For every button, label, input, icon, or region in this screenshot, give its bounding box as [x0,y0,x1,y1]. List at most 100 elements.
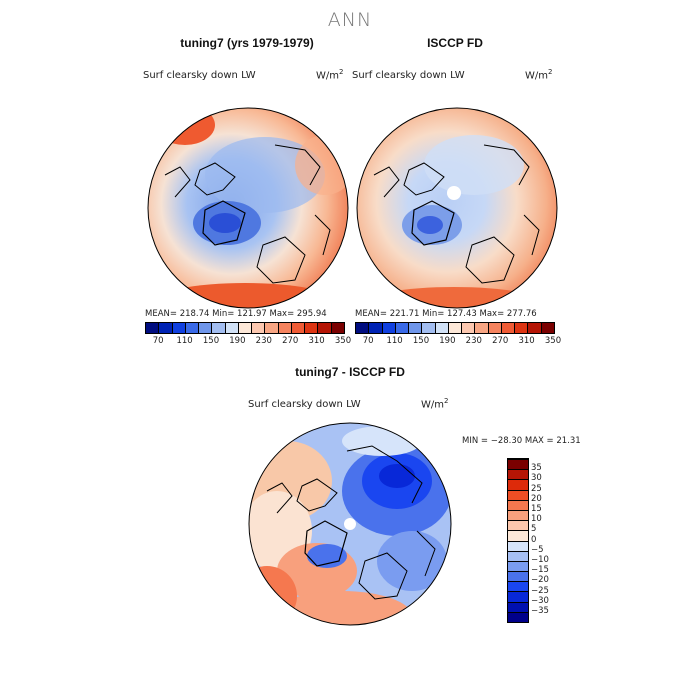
panel1-colorbar-swatch [159,323,173,333]
panel1-colorbar-swatch [252,323,266,333]
panel3-colorbar [507,458,529,623]
panel1-colorbar-tick-label: 350 [334,336,352,346]
panel2-colorbar-swatch [501,323,516,333]
panel1-colorbar-tick-label: 70 [152,336,164,346]
panel2-colorbar-swatch [528,323,542,333]
panel3-colorbar-tick-label: −35 [531,606,549,616]
panel3-colorbar-tick-label: −5 [531,544,544,555]
panel3-colorbar-swatch [508,479,528,490]
panel1-colorbar-tick-label: 270 [282,336,299,346]
panel3-colorbar-tick-label: −10 [531,555,549,565]
panel2-colorbar-swatch [369,323,383,333]
panel3-colorbar-swatch [508,591,528,602]
panel2-colorbar-tick-label: 70 [362,336,374,346]
panel2-colorbar-swatch [422,323,436,333]
panel1-colorbar-tick-label: 230 [255,336,272,346]
panel1-colorbar-swatch [291,323,306,333]
panel2-colorbar [355,322,555,334]
panel3-colorbar-tick-label: 25 [531,483,542,494]
panel3-colorbar-swatch [508,489,528,500]
panel1-colorbar-swatch [146,323,160,333]
panel2-colorbar-tick-label: 230 [465,336,482,346]
panel1-colorbar [145,322,345,334]
panel1-colorbar-swatch [225,323,239,333]
panel1-polar-map [147,107,349,309]
panel3-colorbar-swatch [508,509,528,521]
panel3-colorbar-tick-label: −25 [531,585,549,596]
panel1-colorbar-swatch [172,323,186,333]
panel2-colorbar-swatch [515,323,529,333]
panel3-colorbar-tick-label: 0 [531,534,537,545]
panel2-variable-label: Surf clearsky down LW [352,70,465,81]
panel3-colorbar-tick-label: −20 [531,575,549,586]
panel1-colorbar-swatch [185,323,200,333]
panel1-units-label: W/m2 [316,68,344,82]
panel2-colorbar-swatch [475,323,489,333]
panel1-colorbar-tick-label: 190 [229,336,246,346]
panel2-stats: MEAN= 221.71 Min= 127.43 Max= 277.76 [355,309,537,319]
panel1-title: tuning7 (yrs 1979-1979) [180,36,314,50]
panel3-colorbar-swatch [508,571,528,582]
panel1-stats: MEAN= 218.74 Min= 121.97 Max= 295.94 [145,309,327,319]
panel2-colorbar-ticks: 70 110 150 190 230 270 310 350 [355,336,561,348]
panel1-colorbar-swatch [212,323,226,333]
panel3-colorbar-ticks: −35 −30 −25 −20 −15 −10 −5 0 5 10 15 20 25 30 35 [531,458,571,623]
panel3-colorbar-swatch [508,499,528,510]
panel2-colorbar-tick-label: 190 [439,336,456,346]
panel3-colorbar-swatch [508,520,528,531]
panel3-colorbar-swatch [508,581,528,592]
panel3-variable-label: Surf clearsky down LW [248,399,361,410]
panel1-colorbar-swatch [331,323,344,333]
panel3-polar-map [248,422,452,626]
panel2-colorbar-swatch [382,323,396,333]
panel3-colorbar-swatch [508,540,528,551]
panel2-colorbar-tick-label: 310 [518,336,535,346]
panel3-units-label: W/m2 [421,397,449,411]
panel3-colorbar-tick-label: 20 [531,493,542,504]
panel2-colorbar-swatch [448,323,463,333]
panel1-colorbar-swatch [318,323,332,333]
panel3-colorbar-swatch [508,560,528,572]
panel2-colorbar-tick-label: 110 [386,336,403,346]
panel1-colorbar-swatch [265,323,279,333]
panel2-colorbar-tick-label: 150 [412,336,430,346]
panel3-colorbar-tick-label: 30 [531,473,542,484]
panel1-colorbar-tick-label: 150 [202,336,220,346]
panel3-colorbar-tick-label: 10 [531,514,542,525]
panel2-polar-map [356,107,558,309]
panel3-colorbar-swatch [508,601,528,612]
panel1-colorbar-swatch [278,323,292,333]
panel2-colorbar-swatch [435,323,449,333]
panel3-colorbar-tick-label: 35 [531,463,542,474]
panel2-colorbar-swatch [488,323,502,333]
panel3-colorbar-tick-label: 5 [531,524,537,535]
panel3-colorbar-tick-label: −30 [531,595,549,606]
panel2-colorbar-tick-label: 350 [544,336,562,346]
panel2-colorbar-swatch [462,323,476,333]
panel3-colorbar-swatch [508,611,528,622]
figure-title: ANN [327,9,373,31]
panel2-colorbar-swatch [395,323,410,333]
panel3-title: tuning7 - ISCCP FD [295,365,405,379]
panel1-colorbar-ticks: 70 110 150 190 230 270 310 350 [145,336,351,348]
panel2-colorbar-tick-label: 270 [492,336,509,346]
panel3-colorbar-swatch [508,550,528,561]
panel1-colorbar-swatch [305,323,319,333]
panel1-colorbar-swatch [238,323,253,333]
panel3-colorbar-swatch [508,530,528,541]
panel3-colorbar-swatch [508,469,528,480]
panel3-colorbar-tick-label: 15 [531,504,542,514]
panel3-stats: MIN = −28.30 MAX = 21.31 [462,436,581,446]
panel2-colorbar-swatch [409,323,423,333]
panel2-colorbar-swatch [541,323,554,333]
panel1-colorbar-tick-label: 110 [176,336,193,346]
panel2-title: ISCCP FD [427,36,483,50]
panel2-colorbar-swatch [356,323,370,333]
panel2-units-label: W/m2 [525,68,553,82]
panel3-colorbar-tick-label: −15 [531,565,549,576]
panel1-colorbar-swatch [199,323,213,333]
panel1-colorbar-tick-label: 310 [308,336,325,346]
panel3-colorbar-swatch [508,459,528,470]
panel1-variable-label: Surf clearsky down LW [143,70,256,81]
